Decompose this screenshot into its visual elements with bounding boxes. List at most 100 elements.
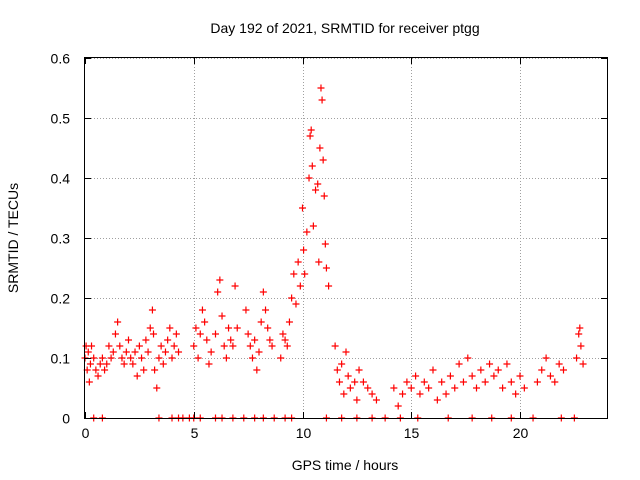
data-point [468, 372, 476, 380]
data-point [150, 330, 158, 338]
data-point [122, 348, 130, 356]
data-point [451, 384, 459, 392]
y-tick-label: 0 [62, 411, 70, 427]
data-point [251, 336, 259, 344]
x-tick-label: 20 [513, 425, 529, 441]
data-point [577, 342, 585, 350]
data-point [372, 396, 380, 404]
data-point [220, 342, 228, 350]
data-point [127, 354, 135, 362]
data-point [107, 354, 115, 362]
y-axis-label: SRMTID / TECUs [5, 183, 21, 293]
data-point [157, 342, 165, 350]
data-point [129, 360, 137, 368]
data-point [325, 282, 333, 290]
data-point [138, 354, 146, 362]
data-point [507, 378, 515, 386]
data-point [303, 228, 311, 236]
data-point [84, 348, 92, 356]
data-point [520, 384, 528, 392]
data-point [296, 282, 304, 290]
data-point [299, 204, 306, 212]
y-tick-label: 0.1 [51, 351, 71, 367]
data-point [433, 396, 441, 404]
axis-ticks: 0 5 10 15 20 0 0.1 0.2 0.3 0.4 0.5 0.6 [51, 51, 607, 441]
data-point [321, 240, 329, 248]
data-point [542, 354, 550, 362]
data-point [229, 342, 237, 350]
data-point [164, 336, 172, 344]
data-point [420, 378, 428, 386]
data-point [317, 84, 325, 92]
data-point [262, 306, 270, 314]
data-point [92, 366, 100, 374]
data-point [105, 342, 113, 350]
data-point [168, 354, 176, 362]
data-point [88, 342, 96, 350]
data-point [455, 360, 463, 368]
data-point [166, 324, 174, 332]
data-point [579, 360, 587, 368]
data-point [338, 360, 346, 368]
chart-title: Day 192 of 2021, SRMTID for receiver ptg… [210, 20, 479, 36]
data-point [399, 390, 407, 398]
data-point [175, 348, 183, 356]
data-point [340, 390, 348, 398]
data-point [146, 324, 154, 332]
data-point [155, 354, 163, 362]
data-point [255, 348, 263, 356]
data-point [429, 366, 437, 374]
y-tick-label: 0.2 [51, 291, 71, 307]
data-point [207, 348, 215, 356]
data-point [319, 156, 327, 164]
data-point [305, 174, 313, 182]
x-tick-label: 5 [191, 425, 199, 441]
x-tick-label: 15 [404, 425, 420, 441]
data-point [344, 372, 352, 380]
data-point [194, 354, 202, 362]
data-point [246, 342, 254, 350]
data-point [242, 306, 250, 314]
data-point [308, 162, 316, 170]
data-point [576, 324, 584, 332]
data-point [103, 360, 111, 368]
data-point [438, 378, 446, 386]
data-point [231, 282, 239, 290]
data-point [306, 132, 314, 140]
data-point [292, 300, 300, 308]
data-point [320, 192, 328, 200]
data-point [351, 378, 359, 386]
data-points [81, 84, 587, 422]
data-point [277, 354, 285, 362]
data-point [90, 354, 98, 362]
data-point [109, 348, 117, 356]
data-point [412, 372, 420, 380]
data-point [353, 396, 361, 404]
data-point [216, 276, 224, 284]
data-point [573, 354, 581, 362]
data-point [481, 378, 489, 386]
data-point [342, 348, 350, 356]
data-point [314, 180, 322, 188]
data-point [300, 246, 308, 254]
data-point [309, 222, 317, 230]
data-point [464, 354, 472, 362]
data-point [446, 372, 454, 380]
data-point [264, 324, 272, 332]
plot-frame [84, 57, 608, 419]
data-point [318, 96, 326, 104]
data-point [111, 330, 119, 338]
data-point [494, 366, 502, 374]
data-point [144, 348, 152, 356]
data-point [118, 354, 126, 362]
data-point [312, 186, 320, 194]
data-point [490, 372, 498, 380]
data-point [114, 318, 122, 326]
data-point [533, 378, 541, 386]
data-point [201, 318, 209, 326]
data-point [301, 270, 309, 278]
data-point [477, 366, 485, 374]
data-point [86, 360, 94, 368]
data-point [222, 354, 230, 362]
